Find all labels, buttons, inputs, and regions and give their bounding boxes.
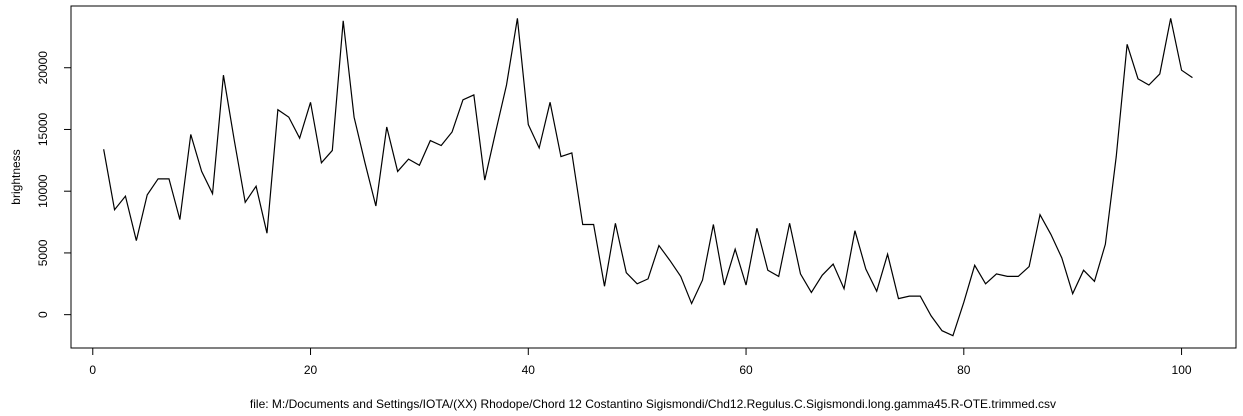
- y-tick-label: 20000: [36, 51, 50, 85]
- plot-frame: [70, 5, 1237, 349]
- x-tick-label: 100: [1172, 363, 1192, 377]
- x-axis: 0 20 40 60 80 100: [89, 348, 1192, 377]
- x-tick-label: 80: [957, 363, 971, 377]
- y-tick-label: 15000: [36, 112, 50, 146]
- y-tick-label: 5000: [36, 239, 50, 266]
- x-tick-label: 40: [522, 363, 536, 377]
- y-axis-label: brightness: [9, 149, 23, 204]
- y-tick-label: 10000: [36, 174, 50, 208]
- x-axis-label: file: M:/Documents and Settings/IOTA/(XX…: [250, 397, 1056, 411]
- y-axis: 0 5000 10000 15000 20000: [36, 51, 71, 318]
- x-tick-label: 20: [304, 363, 318, 377]
- y-tick-label: 0: [36, 311, 50, 318]
- x-tick-label: 0: [89, 363, 96, 377]
- x-tick-label: 60: [739, 363, 753, 377]
- brightness-series-line: [103, 18, 1193, 337]
